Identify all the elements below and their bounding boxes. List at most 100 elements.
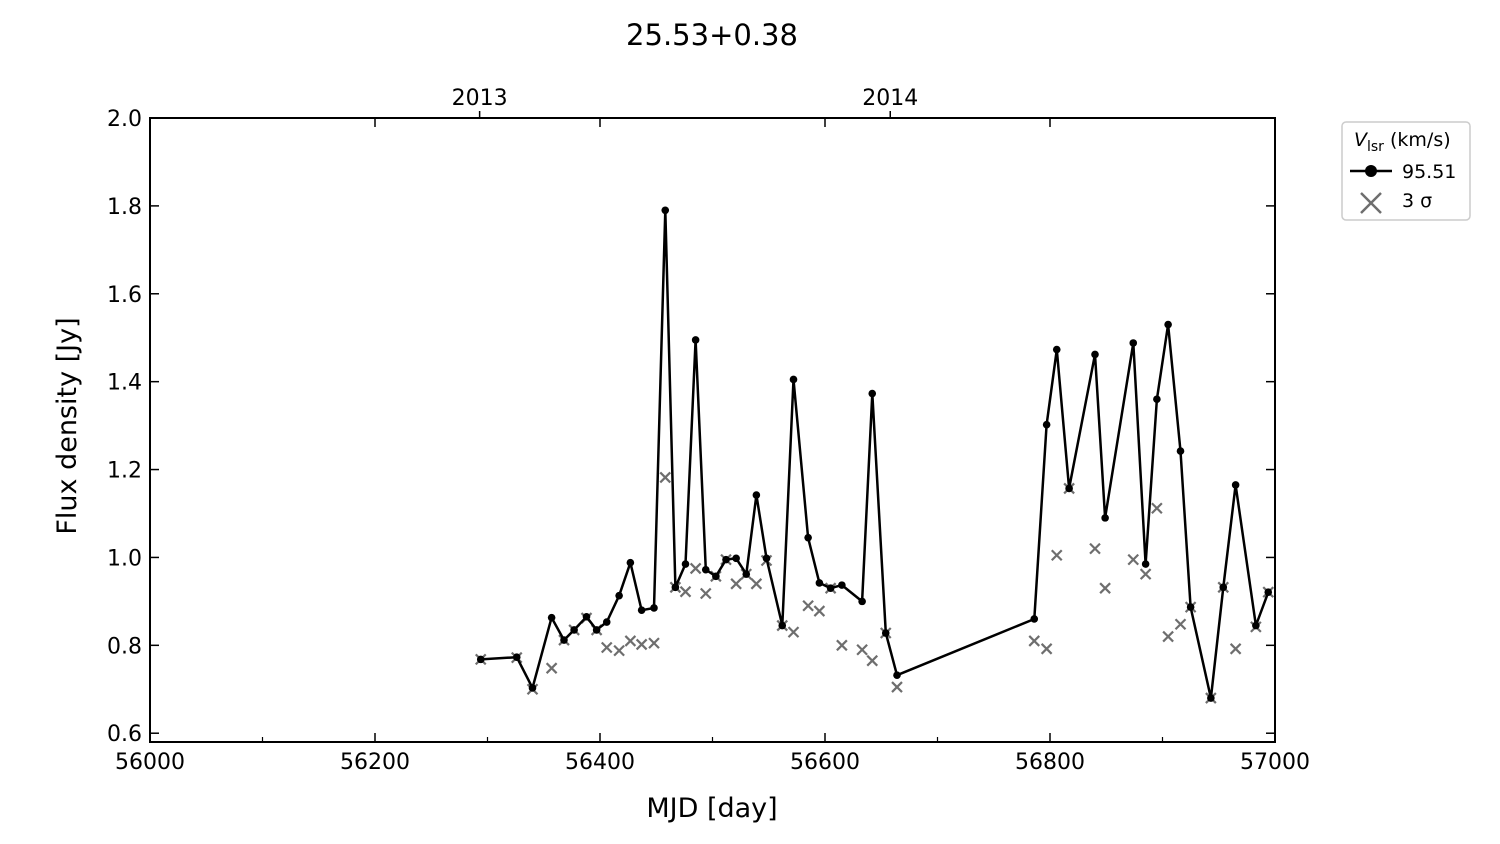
data-point — [1176, 447, 1185, 455]
sigma-marker-stroke — [787, 626, 800, 638]
x-tick-label: 56200 — [340, 750, 410, 775]
data-point — [881, 629, 890, 637]
sigma-marker — [679, 585, 692, 598]
sigma-marker — [730, 578, 742, 590]
series-line — [480, 209, 1270, 700]
sigma-marker — [689, 562, 702, 575]
y-tick-label: 1.4 — [107, 371, 142, 396]
data-point — [691, 336, 700, 344]
sigma-marker — [1229, 643, 1242, 655]
data-point — [762, 554, 771, 563]
sigma-marker-stroke — [648, 637, 660, 649]
sigma-marker — [545, 662, 558, 674]
sigma-marker-stroke — [635, 638, 648, 651]
sigma-marker — [613, 644, 625, 657]
data-point — [1052, 345, 1061, 354]
legend-title-rest: (km/s) — [1384, 129, 1451, 151]
y-axis-title: Flux density [Jy] — [52, 317, 83, 534]
data-point — [1141, 560, 1150, 568]
data-point — [712, 572, 720, 581]
data-point — [1042, 420, 1051, 429]
data-point — [1164, 320, 1172, 329]
data-point — [476, 655, 485, 664]
sigma-marker — [699, 587, 712, 600]
data-point — [778, 621, 787, 630]
sigma-marker-stroke — [750, 578, 763, 590]
sigma-marker — [836, 639, 848, 652]
sigma-marker — [856, 643, 868, 656]
legend-entry-sigma: 3 σ — [1402, 190, 1432, 212]
sigma-marker-stroke — [1162, 630, 1174, 643]
data-point — [528, 684, 537, 692]
x-tick-label: 57000 — [1240, 750, 1310, 775]
data-point — [1153, 395, 1161, 404]
sigma-marker — [1162, 630, 1174, 643]
data-point — [661, 206, 670, 215]
data-point — [637, 606, 646, 614]
data-point — [858, 597, 866, 606]
data-point — [547, 613, 556, 622]
sigma-marker-stroke — [856, 643, 868, 656]
legend-box — [1341, 121, 1471, 221]
sigma-marker-stroke — [730, 578, 742, 590]
data-point — [804, 533, 812, 542]
data-point — [815, 579, 824, 587]
series-layer — [474, 206, 1275, 704]
y-tick-label: 1.6 — [107, 283, 142, 308]
y-tick-label: 0.8 — [107, 634, 142, 659]
data-point — [742, 570, 751, 578]
data-point — [701, 565, 710, 574]
data-point — [1231, 481, 1240, 489]
data-point — [602, 618, 611, 626]
data-point — [1264, 588, 1273, 596]
legend-title-sub: lsr — [1367, 139, 1384, 155]
sigma-marker-stroke — [891, 681, 903, 693]
sigma-marker — [1174, 618, 1187, 631]
top-year-label: 2014 — [862, 86, 918, 111]
legend-x-swatch — [1360, 192, 1382, 214]
sigma-marker — [813, 605, 826, 617]
sigma-marker-stroke — [1139, 568, 1152, 580]
y-tick-label: 2.0 — [107, 107, 142, 132]
data-point — [1101, 514, 1109, 522]
sigma-marker — [624, 635, 637, 647]
data-point — [1186, 603, 1195, 611]
sigma-marker-stroke — [624, 635, 637, 647]
data-point — [789, 375, 798, 384]
legend: Vlsr (km/s) 95.51 3 σ — [1341, 121, 1471, 221]
sigma-marker — [1151, 502, 1163, 514]
data-point — [626, 558, 635, 567]
data-point — [560, 636, 568, 644]
sigma-marker — [659, 471, 672, 484]
sigma-marker-stroke — [600, 641, 613, 654]
sigma-marker — [1089, 542, 1101, 555]
data-point — [838, 581, 846, 589]
data-point — [752, 491, 761, 499]
data-point — [1129, 339, 1138, 347]
chart-title: 25.53+0.38 — [626, 18, 798, 52]
sigma-marker-stroke — [699, 587, 712, 600]
data-point — [582, 612, 591, 621]
data-point — [592, 626, 601, 634]
sigma-marker — [1028, 635, 1041, 647]
sigma-marker — [866, 654, 879, 667]
sigma-marker-stroke — [802, 599, 814, 612]
data-point — [1207, 694, 1215, 702]
sigma-marker-stroke — [659, 471, 672, 484]
legend-entry-series: 95.51 — [1402, 161, 1456, 183]
legend-title-main: V — [1354, 129, 1369, 151]
sigma-marker-stroke — [679, 585, 692, 598]
sigma-marker-stroke — [1229, 643, 1242, 655]
sigma-marker — [891, 681, 903, 693]
data-point — [1065, 484, 1073, 493]
data-point — [570, 626, 578, 634]
data-point — [1219, 583, 1228, 592]
sigma-marker — [1099, 582, 1111, 594]
sigma-marker-stroke — [689, 562, 702, 575]
sigma-marker-stroke — [1050, 549, 1063, 562]
sigma-marker-stroke — [1151, 502, 1163, 514]
y-tick-label: 0.6 — [107, 722, 142, 747]
data-point — [615, 591, 623, 600]
sigma-marker-stroke — [1174, 618, 1187, 631]
data-point — [671, 583, 680, 592]
